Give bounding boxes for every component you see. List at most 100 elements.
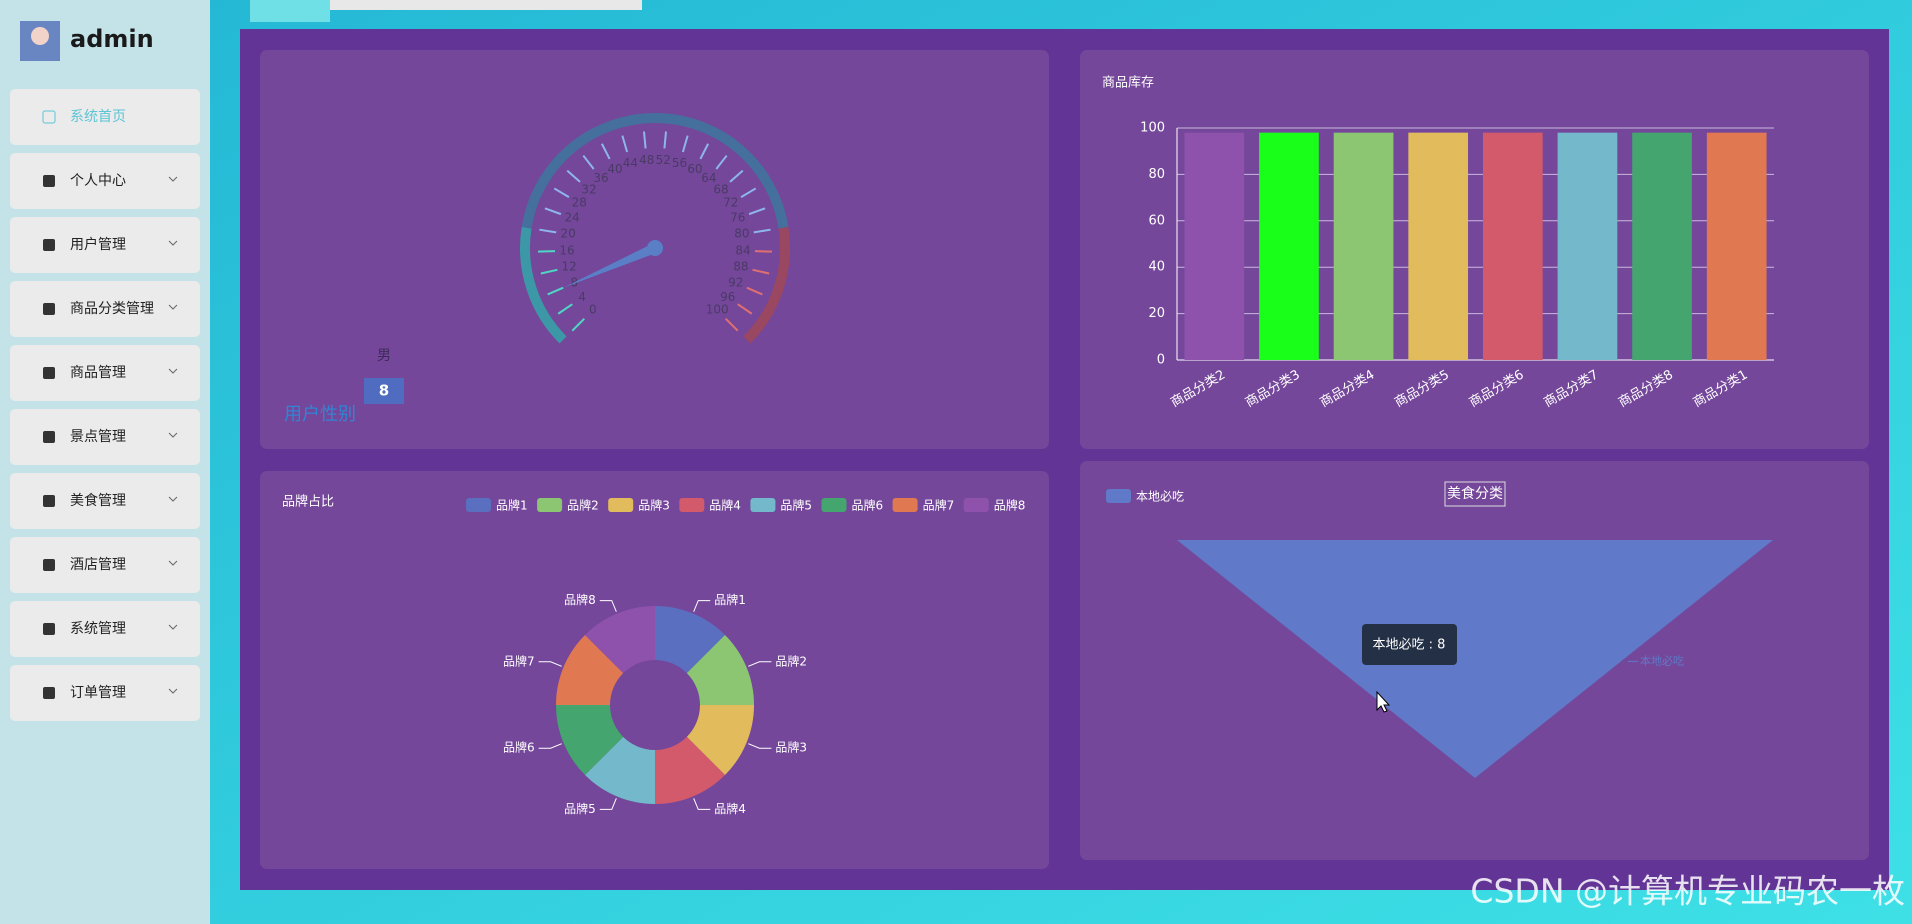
menu-item[interactable]: [10, 473, 200, 529]
pie-slice: [686, 705, 754, 776]
menu-icon: [43, 367, 55, 379]
menu-item[interactable]: [10, 601, 200, 657]
legend-label[interactable]: 品牌3: [638, 499, 670, 513]
tooltip: [1362, 624, 1457, 665]
bar: [1632, 132, 1692, 360]
pie-slice: [584, 736, 655, 804]
gauge-tick-label: 88: [733, 260, 748, 274]
chevron: [168, 176, 178, 182]
gauge-tick-label: 68: [713, 182, 728, 196]
gauge-tick: [600, 143, 611, 160]
pie-slice: [556, 705, 624, 776]
legend-label[interactable]: 品牌4: [709, 499, 741, 513]
legend-swatch[interactable]: [1106, 489, 1131, 503]
menu-item[interactable]: [10, 217, 200, 273]
gauge-tick-label: 16: [559, 243, 574, 257]
menu-label[interactable]: 订单管理: [70, 685, 126, 701]
gauge-tick: [754, 250, 772, 253]
bar: [1557, 132, 1618, 360]
label-line: [693, 600, 711, 612]
label-line: [538, 743, 562, 749]
chevron: [168, 496, 178, 502]
legend-label[interactable]: 品牌7: [923, 499, 955, 513]
gauge-axis: [743, 226, 790, 344]
chart-title: 用户性别: [284, 404, 356, 425]
pie-label: 品牌3: [775, 741, 807, 755]
menu-label[interactable]: 系统首页: [70, 109, 126, 125]
funnel-label: 本地必吃: [1640, 653, 1684, 667]
menu-icon: [43, 303, 55, 315]
watermark: CSDN @计算机专业码农一枚: [1470, 872, 1905, 911]
menu-label[interactable]: 美食管理: [70, 492, 126, 509]
gauge-tick-label: 60: [687, 162, 702, 176]
chevron: [168, 304, 178, 310]
menu-icon: [43, 623, 55, 635]
gauge-tick: [571, 318, 585, 332]
legend-label[interactable]: 品牌2: [567, 499, 599, 513]
legend-label[interactable]: 品牌8: [994, 499, 1026, 513]
pie-label: 品牌1: [714, 593, 746, 607]
legend-swatch[interactable]: [608, 498, 634, 512]
menu-icon: [43, 239, 55, 251]
menu-label[interactable]: 商品管理: [70, 365, 126, 381]
menu-icon: [42, 110, 56, 124]
gauge-tick-label: 36: [593, 171, 608, 185]
chevron: [168, 560, 178, 566]
pie-label: 品牌2: [775, 654, 807, 668]
menu-label[interactable]: 商品分类管理: [70, 301, 154, 317]
bar: [1408, 132, 1469, 360]
legend-swatch[interactable]: [679, 498, 705, 512]
tab[interactable]: [250, 0, 330, 22]
gauge-needle: [563, 243, 657, 288]
menu-icon: [43, 431, 55, 443]
menu-item[interactable]: [10, 665, 200, 721]
title-box: [1444, 481, 1506, 507]
legend-swatch[interactable]: [892, 498, 918, 512]
menu-label[interactable]: 景点管理: [70, 429, 126, 445]
legend-swatch[interactable]: [821, 498, 847, 512]
gauge-tick-label: 84: [735, 243, 750, 257]
gauge-tick: [752, 268, 770, 275]
bar: [1706, 132, 1767, 360]
gauge-name: 男: [377, 348, 391, 364]
gauge-tick: [540, 268, 558, 275]
gauge-tick-label: 28: [572, 196, 587, 210]
legend-swatch[interactable]: [750, 498, 776, 512]
menu-item[interactable]: [10, 153, 200, 209]
menu-label[interactable]: 酒店管理: [70, 557, 126, 573]
menu-label[interactable]: 系统管理: [70, 621, 126, 637]
legend-swatch[interactable]: [466, 498, 491, 512]
gauge-tick: [566, 169, 581, 183]
legend-label[interactable]: 本地必吃: [1136, 490, 1184, 504]
legend-swatch[interactable]: [537, 498, 563, 512]
funnel-segment[interactable]: [1177, 540, 1773, 778]
gauge-tick: [544, 207, 562, 216]
pie-label: 品牌4: [714, 802, 746, 816]
gauge-tick-label: 56: [672, 156, 687, 170]
legend-label[interactable]: 品牌6: [852, 499, 884, 513]
gauge-tick-label: 44: [623, 156, 638, 170]
menu-item[interactable]: [10, 345, 200, 401]
menu-label[interactable]: 用户管理: [70, 236, 126, 253]
legend-swatch[interactable]: [963, 498, 989, 512]
menu-item[interactable]: [10, 537, 200, 593]
pie-slice: [686, 634, 754, 705]
gauge-tick: [553, 187, 570, 198]
pie-slice: [584, 606, 655, 674]
gauge-tick: [729, 169, 744, 183]
menu-icon: [43, 175, 55, 187]
menu-icon: [43, 495, 55, 507]
gauge-tick: [663, 131, 668, 149]
user-name[interactable]: admin: [70, 25, 154, 53]
legend-label[interactable]: 品牌5: [780, 499, 812, 513]
menu-item[interactable]: [10, 89, 200, 145]
gauge-tick: [642, 131, 647, 149]
legend-label[interactable]: 品牌1: [496, 499, 528, 513]
menu-item[interactable]: [10, 281, 200, 337]
menu-label[interactable]: 个人中心: [70, 173, 126, 189]
menu-item[interactable]: [10, 409, 200, 465]
tab-bar: [330, 0, 642, 10]
gauge-tick: [753, 228, 771, 234]
card: [260, 471, 1049, 869]
